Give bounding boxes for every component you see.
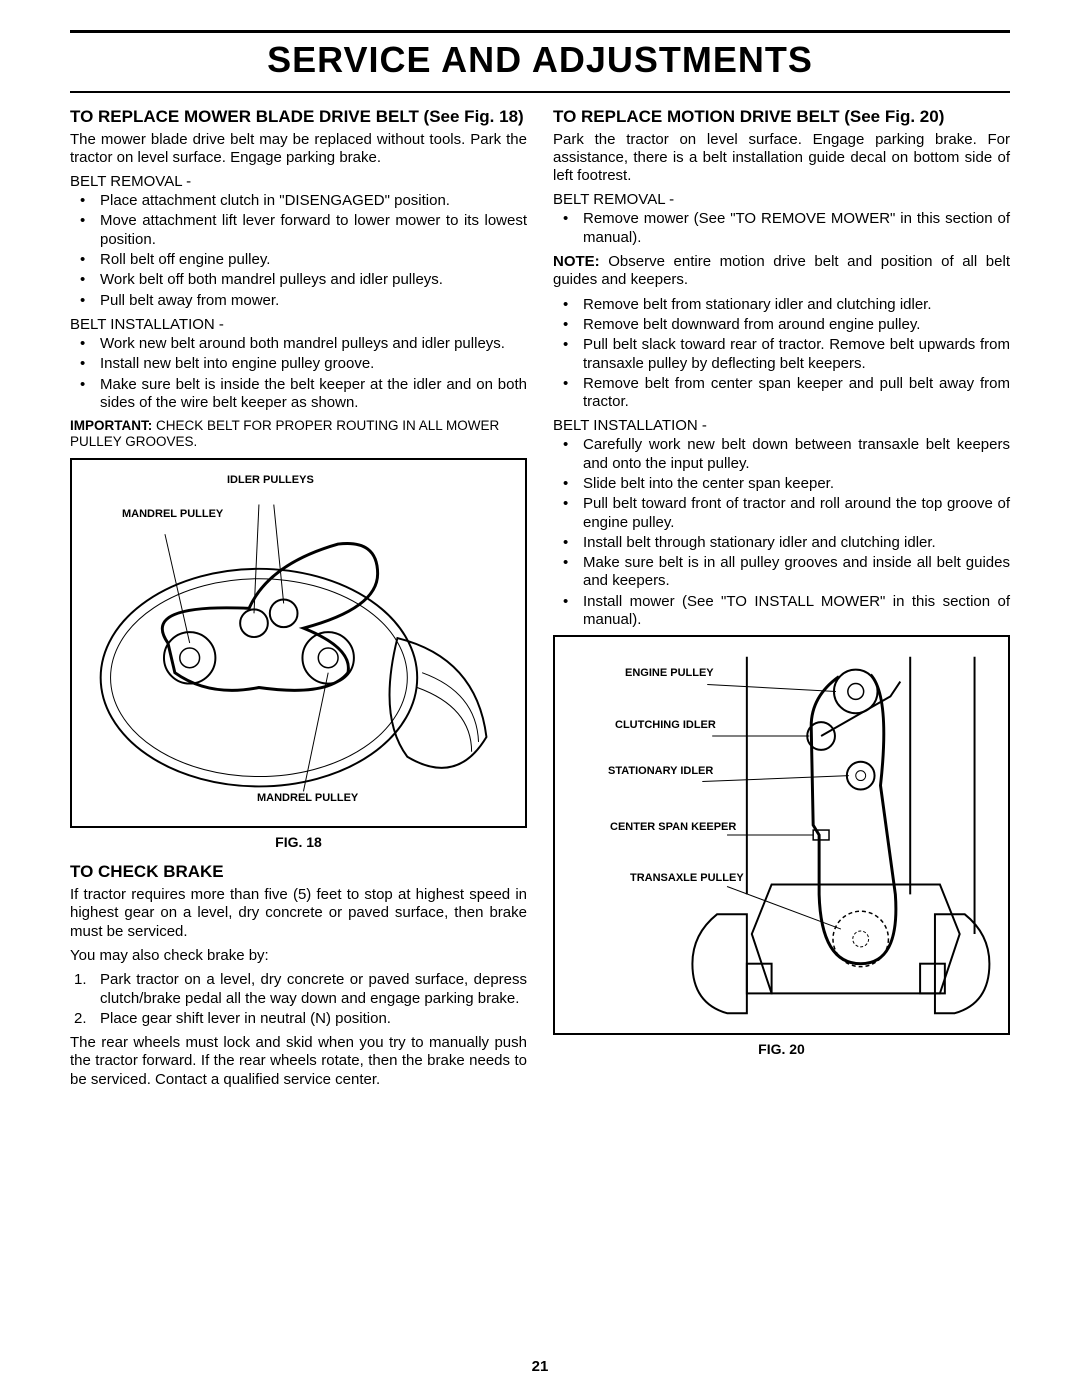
list-item: Carefully work new belt down between tra… <box>553 436 1010 473</box>
list-item: Roll belt off engine pulley. <box>70 251 527 269</box>
fig-label-center: CENTER SPAN KEEPER <box>610 821 736 833</box>
list-item: Install new belt into engine pulley groo… <box>70 355 527 373</box>
important-bold: IMPORTANT: <box>70 418 152 433</box>
figure-18: IDLER PULLEYS MANDREL PULLEY MANDREL PUL… <box>70 458 527 828</box>
belt-install-label: BELT INSTALLATION - <box>70 316 527 333</box>
list-item: Slide belt into the center span keeper. <box>553 475 1010 493</box>
step-text: Place gear shift lever in neutral (N) po… <box>100 1010 391 1027</box>
fig-label-idler: IDLER PULLEYS <box>227 474 314 486</box>
list-item: Pull belt away from mower. <box>70 292 527 310</box>
list-item: Work new belt around both mandrel pulley… <box>70 335 527 353</box>
page-title: SERVICE AND ADJUSTMENTS <box>70 33 1010 91</box>
fig-label-stationary: STATIONARY IDLER <box>608 765 713 777</box>
list-item: Pull belt toward front of tractor and ro… <box>553 495 1010 532</box>
list-item: Place attachment clutch in "DISENGAGED" … <box>70 192 527 210</box>
figure-20: ENGINE PULLEY CLUTCHING IDLER STATIONARY… <box>553 635 1010 1035</box>
belt-removal-list: Place attachment clutch in "DISENGAGED" … <box>70 192 527 310</box>
note-bold: NOTE: <box>553 253 600 270</box>
belt-removal-list: Remove mower (See "TO REMOVE MOWER" in t… <box>553 210 1010 247</box>
left-column: TO REPLACE MOWER BLADE DRIVE BELT (See F… <box>70 107 527 1095</box>
intro-text: Park the tractor on level surface. Engag… <box>553 131 1010 186</box>
belt-install-list: Carefully work new belt down between tra… <box>553 436 1010 629</box>
content-columns: TO REPLACE MOWER BLADE DRIVE BELT (See F… <box>70 107 1010 1095</box>
list-item: Make sure belt is in all pulley grooves … <box>553 554 1010 591</box>
fig-label-mandrel-top: MANDREL PULLEY <box>122 508 223 520</box>
fig20-caption: FIG. 20 <box>553 1041 1010 1057</box>
body-text: The rear wheels must lock and skid when … <box>70 1034 527 1089</box>
right-column: TO REPLACE MOTION DRIVE BELT (See Fig. 2… <box>553 107 1010 1095</box>
belt-install-list: Work new belt around both mandrel pulley… <box>70 335 527 412</box>
page-number: 21 <box>0 1358 1080 1375</box>
list-item: Move attachment lift lever forward to lo… <box>70 212 527 249</box>
note-text: NOTE: Observe entire motion drive belt a… <box>553 253 1010 290</box>
fig18-caption: FIG. 18 <box>70 834 527 850</box>
check-brake-steps: 1.Park tractor on a level, dry concrete … <box>70 971 527 1028</box>
fig-label-mandrel-bot: MANDREL PULLEY <box>257 792 358 804</box>
important-note: IMPORTANT: CHECK BELT FOR PROPER ROUTING… <box>70 418 527 450</box>
section-heading: TO CHECK BRAKE <box>70 862 527 882</box>
list-item: Remove belt from stationary idler and cl… <box>553 296 1010 314</box>
list-item: Make sure belt is inside the belt keeper… <box>70 376 527 413</box>
body-text: You may also check brake by: <box>70 947 527 965</box>
belt-install-label: BELT INSTALLATION - <box>553 417 1010 434</box>
fig-label-engine: ENGINE PULLEY <box>625 667 714 679</box>
intro-text: The mower blade drive belt may be replac… <box>70 131 527 168</box>
step-text: Park tractor on a level, dry concrete or… <box>100 971 527 1006</box>
list-item: Remove mower (See "TO REMOVE MOWER" in t… <box>553 210 1010 247</box>
body-text: If tractor requires more than five (5) f… <box>70 886 527 941</box>
fig-label-clutching: CLUTCHING IDLER <box>615 719 716 731</box>
list-item: Install mower (See "TO INSTALL MOWER" in… <box>553 593 1010 630</box>
fig20-svg <box>555 637 1008 1033</box>
list-item: 1.Park tractor on a level, dry concrete … <box>70 971 527 1008</box>
list-item: Remove belt downward from around engine … <box>553 316 1010 334</box>
list-item: Pull belt slack toward rear of tractor. … <box>553 336 1010 373</box>
list-item: Remove belt from center span keeper and … <box>553 375 1010 412</box>
note-body: Observe entire motion drive belt and pos… <box>553 253 1010 288</box>
belt-removal-label: BELT REMOVAL - <box>553 191 1010 208</box>
list-item: 2.Place gear shift lever in neutral (N) … <box>70 1010 527 1028</box>
list-item: Work belt off both mandrel pulleys and i… <box>70 271 527 289</box>
belt-removal-list-2: Remove belt from stationary idler and cl… <box>553 296 1010 412</box>
section-heading: TO REPLACE MOWER BLADE DRIVE BELT (See F… <box>70 107 527 127</box>
list-item: Install belt through stationary idler an… <box>553 534 1010 552</box>
fig-label-transaxle: TRANSAXLE PULLEY <box>630 872 744 884</box>
belt-removal-label: BELT REMOVAL - <box>70 173 527 190</box>
under-rule <box>70 91 1010 93</box>
section-heading: TO REPLACE MOTION DRIVE BELT (See Fig. 2… <box>553 107 1010 127</box>
